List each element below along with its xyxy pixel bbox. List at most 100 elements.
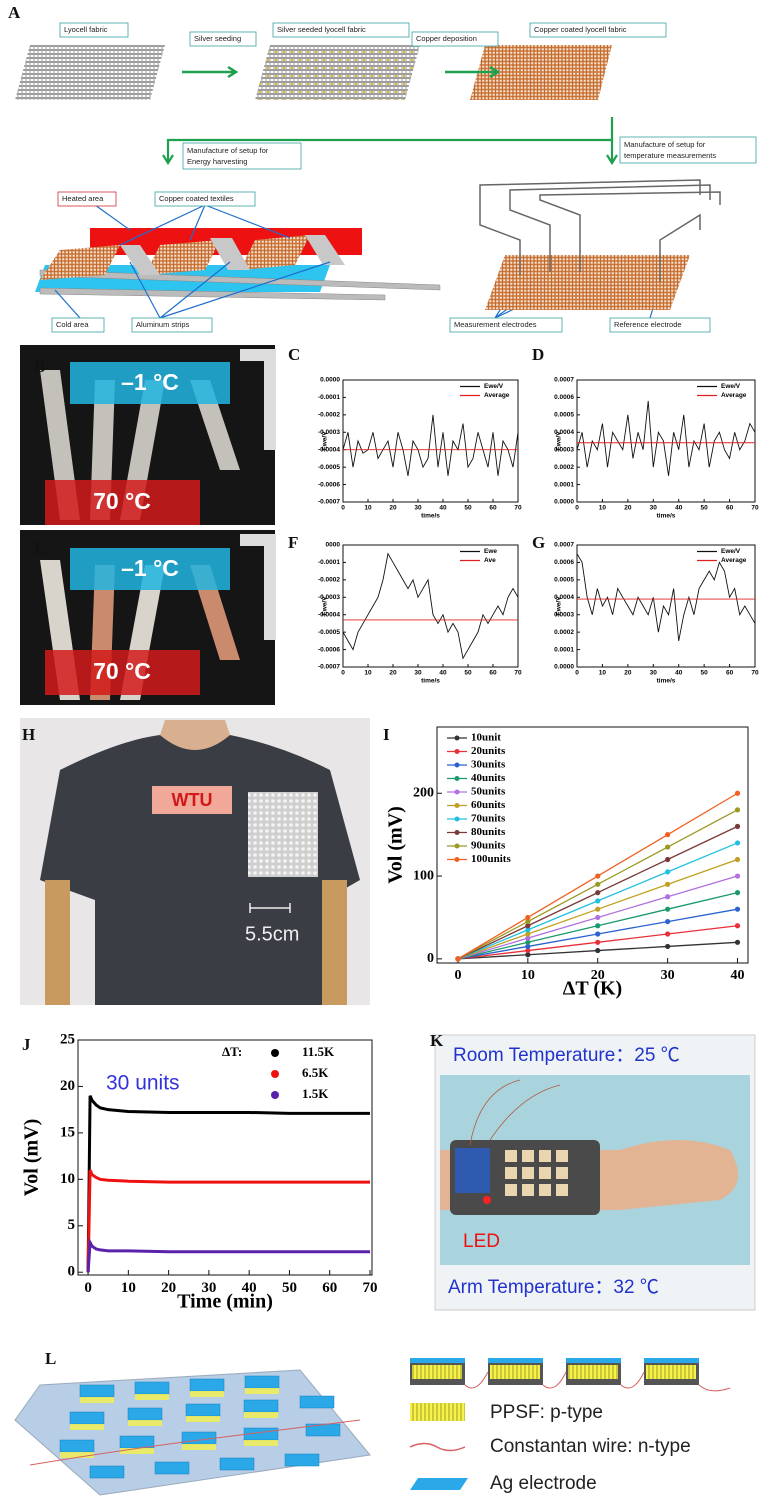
y-tick-label: -0.0001 (318, 394, 340, 401)
panel-k-art (434, 1034, 756, 1311)
branch: temperature measurements (624, 151, 716, 160)
x-tick-label: 70 (751, 670, 759, 677)
legend-label: 80units (471, 826, 506, 838)
point (525, 943, 531, 950)
panel-h-art (20, 718, 370, 1005)
point (525, 914, 531, 921)
legend-swatch (454, 816, 460, 822)
panel-b-art (20, 345, 276, 525)
y-tick-label: 10 (60, 1171, 75, 1187)
y-tick-label: 25 (60, 1031, 75, 1047)
x-tick-label: 50 (464, 670, 472, 677)
x-axis-title: ΔT (K) (563, 978, 622, 1000)
plot-frame (576, 379, 756, 503)
chart: 0 5 10 15 20 25 0 10 20 30 40 50 60 70 Time (min) Vol (… (21, 1031, 378, 1312)
x-tick-label: 20 (389, 670, 397, 677)
x-tick-label: 0 (454, 968, 461, 983)
y-axis-title: Ewe/V (556, 596, 563, 616)
y-tick-label: -0.0004 (318, 611, 340, 618)
legend-swatch (454, 776, 460, 781)
copper-patch (40, 245, 120, 280)
texts: Lyocell fabric Silver seeding Silver see… (8, 3, 757, 1494)
x-tick-label: 0 (341, 670, 345, 677)
panel-letter: G (532, 533, 545, 552)
callout: Measurement electrodes (454, 320, 537, 329)
x-tick-label: 20 (624, 505, 632, 512)
logo: WTU (172, 790, 213, 810)
series-line (86, 1237, 370, 1273)
fabric (485, 255, 690, 310)
point (595, 881, 601, 887)
point (665, 943, 671, 950)
series-line (86, 1095, 370, 1273)
legend-label: Ewe/V (721, 383, 741, 390)
branch: Manufacture of setup for (624, 140, 706, 149)
copper-patch (240, 235, 310, 270)
legend-label: Ave (484, 557, 496, 564)
cold-label: –1 °C (121, 555, 179, 581)
legend-label: 10unit (471, 732, 501, 744)
hot-label: 70 °C (93, 658, 151, 684)
y-tick-label: 0.0005 (554, 412, 574, 419)
y-tick-label: 0.0000 (320, 377, 340, 384)
y-tick-label: 0.0004 (554, 594, 574, 601)
y-tick-label: -0.0002 (318, 412, 340, 419)
x-tick-label: 30 (414, 670, 422, 677)
y-tick-label: -0.0006 (318, 646, 340, 653)
x-tick-label: 0 (575, 505, 579, 512)
panel-l-art (14, 1358, 731, 1496)
step: Silver seeded lyocell fabric (277, 25, 366, 34)
branch: Energy harvesting (187, 157, 247, 166)
chart: 0 100 200 0 10 20 30 40 ΔT (K) Vol (mV) 10unit20un… (385, 726, 749, 1000)
legend-label: 20units (471, 745, 506, 757)
point (595, 923, 601, 929)
x-tick-label: 60 (489, 670, 497, 677)
legend-label: Average (484, 392, 510, 399)
point (595, 873, 601, 879)
point (734, 890, 741, 896)
point (734, 807, 741, 813)
legend-swatch (271, 1070, 279, 1078)
y-tick-label: -0.0005 (318, 629, 340, 636)
point (595, 906, 601, 912)
y-tick-label: 100 (413, 868, 434, 883)
y-tick-label: 0 (427, 951, 434, 966)
y-tick-label: -0.0001 (318, 559, 340, 566)
copper-patch (145, 240, 220, 275)
x-tick-label: 40 (675, 505, 683, 512)
point (665, 869, 671, 875)
x-tick-label: 30 (650, 505, 658, 512)
point (665, 881, 671, 887)
x-tick-label: 0 (341, 505, 345, 512)
legend-swatch (454, 749, 460, 754)
x-tick-label: 50 (464, 505, 472, 512)
legend-swatch (271, 1049, 279, 1057)
panel-letter: A (8, 3, 21, 22)
module-strip (410, 1358, 731, 1392)
x-tick-label: 10 (121, 1280, 136, 1296)
branch: Manufacture of setup for (187, 146, 269, 155)
y-axis-title: Vol (mV) (385, 806, 407, 884)
legend-label: 60units (471, 799, 506, 811)
y-tick-label: 0.0004 (554, 429, 574, 436)
legend-swatch (454, 830, 460, 835)
point (525, 931, 531, 937)
legend-swatch (454, 762, 460, 768)
point (525, 939, 531, 945)
y-tick-label: -0.0003 (318, 429, 340, 436)
legend-swatch (454, 857, 460, 862)
x-tick-label: 70 (751, 505, 759, 512)
x-tick-label: 50 (282, 1280, 297, 1296)
callout: Aluminum strips (136, 320, 190, 329)
x-tick-label: 30 (661, 968, 675, 983)
point (665, 832, 671, 838)
legend-label: 50units (471, 786, 506, 798)
legend-swatch (454, 735, 460, 741)
panel-a-labels: Lyocell fabric Silver seeding Silver see… (51, 22, 757, 333)
point (455, 956, 461, 962)
point (595, 939, 601, 945)
fabric (255, 45, 420, 100)
y-tick-label: 0000 (326, 542, 341, 549)
chart: 0.0000 -0.0001 -0.0002 -0.0003 -0.0004 -0.000… (318, 377, 522, 520)
